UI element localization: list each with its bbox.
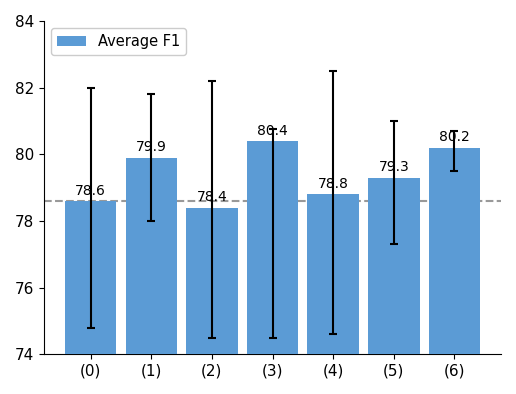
Text: 80.2: 80.2 bbox=[439, 130, 470, 144]
Bar bbox=[65, 201, 117, 354]
Bar bbox=[429, 148, 480, 354]
Text: 78.6: 78.6 bbox=[75, 184, 106, 198]
Text: 78.4: 78.4 bbox=[197, 190, 227, 204]
Bar bbox=[308, 194, 359, 354]
Text: 79.9: 79.9 bbox=[136, 140, 167, 154]
Bar bbox=[368, 178, 420, 354]
Text: 80.4: 80.4 bbox=[257, 124, 288, 138]
Legend: Average F1: Average F1 bbox=[52, 28, 186, 55]
Bar bbox=[247, 141, 298, 354]
Text: 78.8: 78.8 bbox=[318, 177, 349, 191]
Text: 79.3: 79.3 bbox=[378, 160, 409, 174]
Bar bbox=[186, 208, 238, 354]
Bar bbox=[125, 158, 177, 354]
